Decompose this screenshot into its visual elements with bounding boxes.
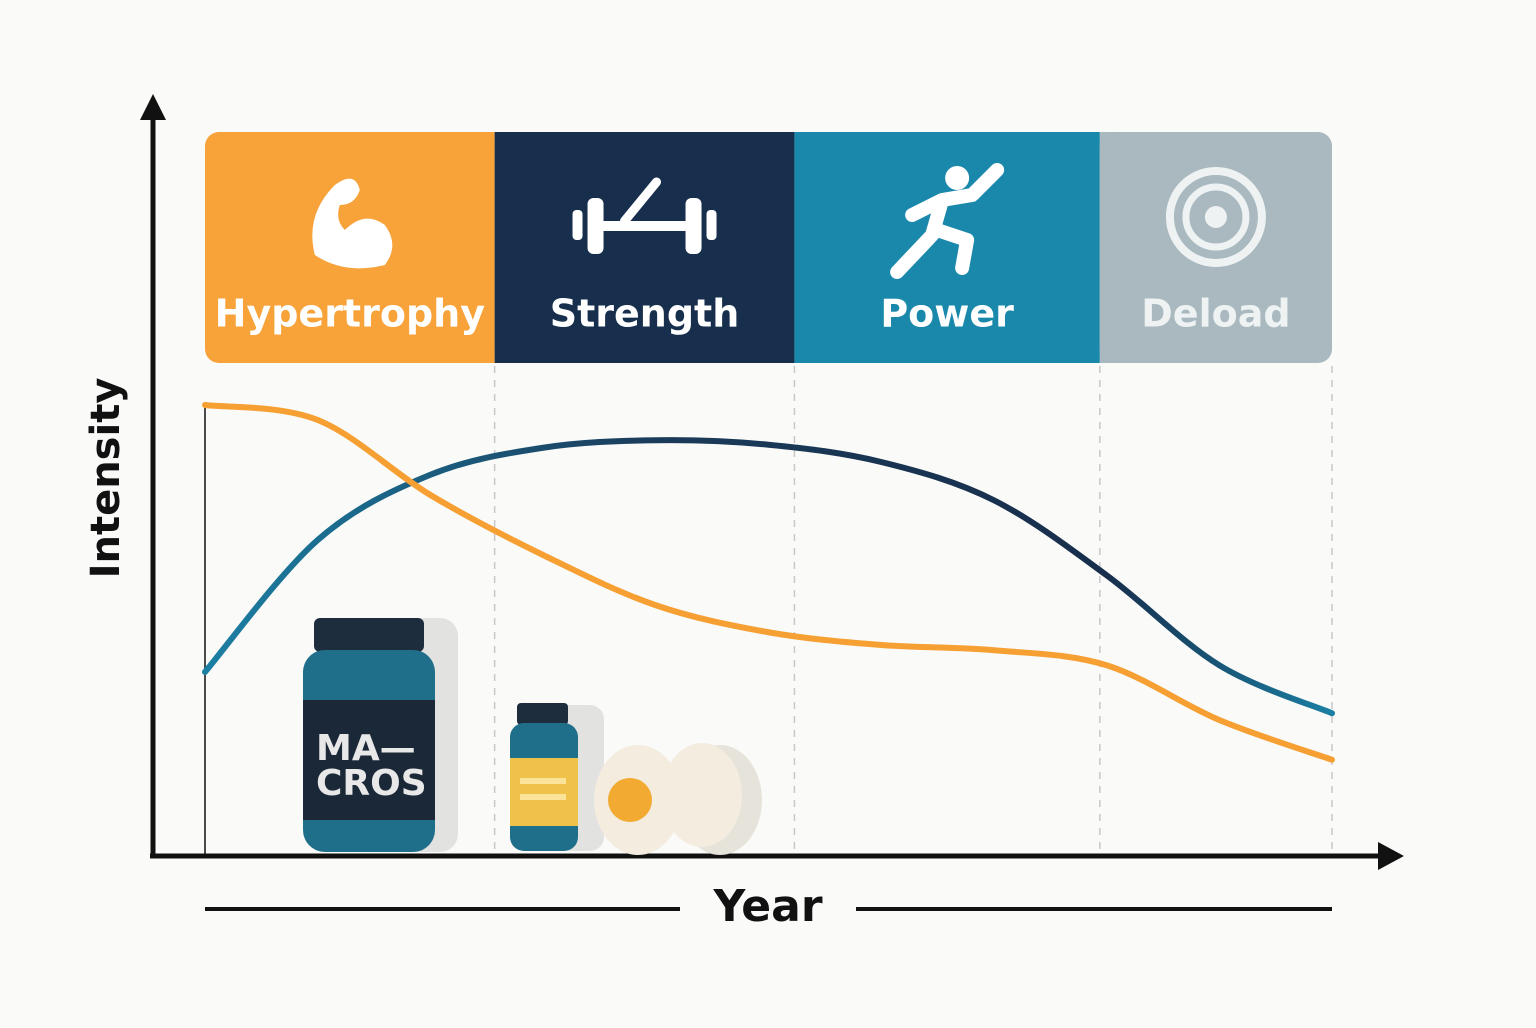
icon-shape <box>572 210 583 240</box>
phase-icon <box>890 163 1005 279</box>
icon-shape <box>1204 206 1227 228</box>
icon-shape <box>945 166 970 190</box>
y-arrow <box>140 94 166 120</box>
series-line <box>202 437 1335 717</box>
supplements-illustration: MA— CROS <box>303 618 762 855</box>
phase-icon <box>1165 167 1266 267</box>
icon-shape <box>1182 183 1250 251</box>
x-arrow <box>1378 842 1404 870</box>
jar-label: CROS <box>316 763 427 804</box>
y-axis-label: Intensity <box>83 378 129 579</box>
phase-label: Deload <box>1141 292 1290 336</box>
phase-icon <box>312 178 393 269</box>
icon-shape <box>587 198 604 254</box>
icon-shape <box>620 177 662 226</box>
icon-shape <box>312 178 393 269</box>
icon-shape <box>603 221 686 231</box>
phase-label: Hypertrophy <box>215 292 486 336</box>
series-line <box>202 402 1335 763</box>
icon-shape <box>1165 167 1266 267</box>
icon-shape <box>706 210 717 240</box>
phase-label: Power <box>880 292 1014 336</box>
icon-shape <box>685 198 702 254</box>
phase-icon <box>572 177 717 254</box>
icon-shape <box>890 163 1005 279</box>
phase-band-fill <box>474 132 495 363</box>
x-axis-label: Year <box>712 881 822 932</box>
phase-band-fill <box>1099 132 1120 363</box>
jar-label: MA— <box>316 728 416 769</box>
phase-label: Strength <box>550 292 740 336</box>
phase-band <box>794 132 1100 363</box>
phase-band <box>494 132 795 363</box>
